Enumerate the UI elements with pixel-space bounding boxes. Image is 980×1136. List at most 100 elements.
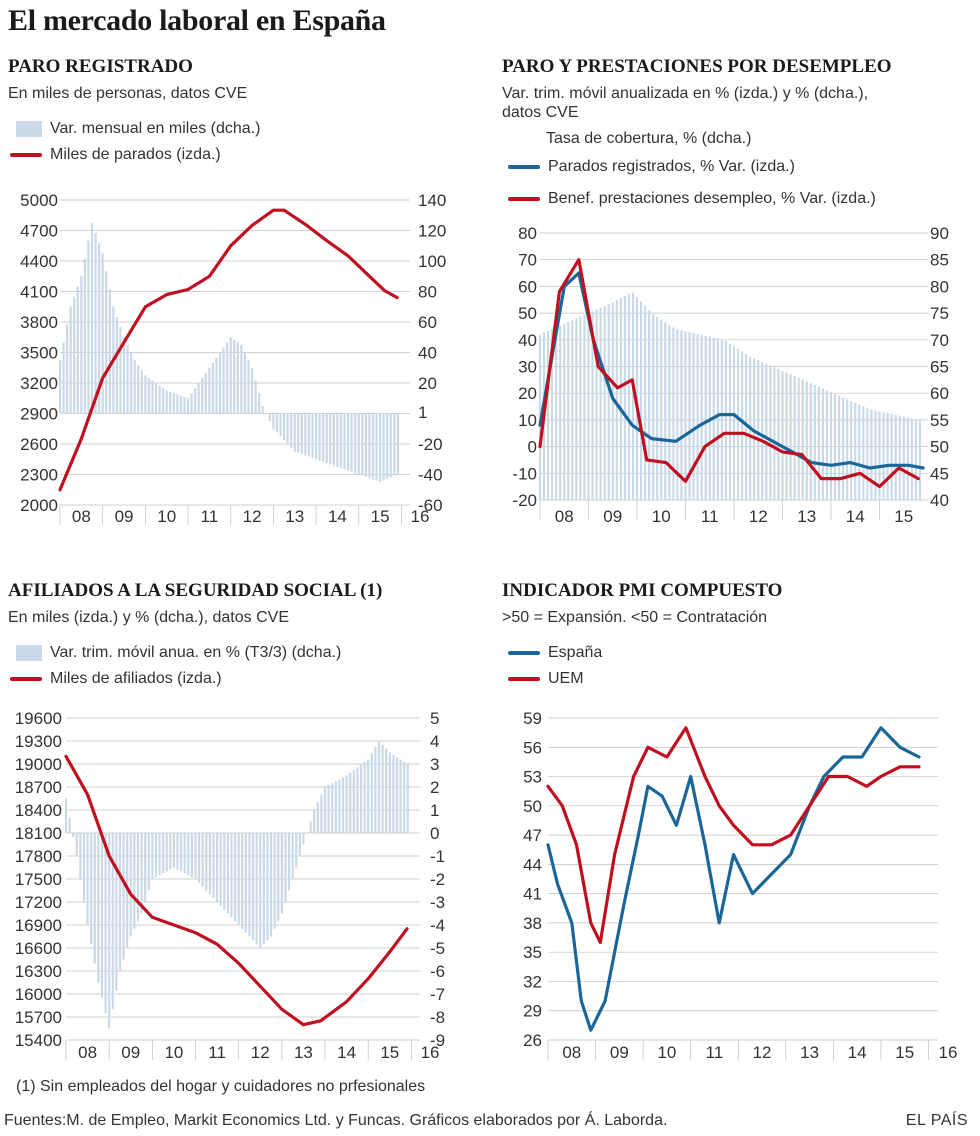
x-tick-label: 14 [846,507,865,526]
legend-label: Miles de afiliados (izda.) [50,670,222,687]
x-tick-label: 16 [421,1043,440,1062]
bar-mark [197,383,200,414]
legend-label: Var. mensual en miles (dcha.) [50,120,261,137]
bar-mark [104,833,107,1014]
y-tick-label-right: 65 [930,358,949,377]
legend-line-swatch [10,677,42,681]
legend-bar-swatch [16,645,42,661]
panel-pmi: INDICADOR PMI COMPUESTO >50 = Expansión.… [502,580,972,627]
bar-mark [222,347,225,414]
bar-mark [918,419,922,500]
bar-mark [757,360,760,500]
bar-mark [349,772,352,833]
x-tick-label: 16 [939,1043,958,1062]
y-tick-label-left: 20 [518,384,537,403]
bar-mark [833,393,837,500]
x-tick-label: 11 [201,507,219,526]
bar-mark [165,390,168,414]
y-tick-label-left: 29 [523,1002,542,1021]
bar-mark [898,415,901,500]
x-tick-label: 15 [895,1043,914,1062]
bar-mark [546,330,550,500]
panel-title: AFILIADOS A LA SEGURIDAD SOCIAL (1) [8,580,383,601]
bar-mark [793,376,796,500]
series-line [64,754,409,1027]
bar-mark [100,833,104,998]
bar-mark [801,379,804,500]
legend-line-swatch [508,651,540,655]
bar-mark [275,413,279,433]
legend-label: Miles de parados (izda.) [50,146,221,163]
footnote: (1) Sin empleados del hogar y cuidadores… [16,1078,426,1095]
bar-mark [147,377,151,414]
bar-mark [688,332,691,500]
y-tick-label-right: -40 [418,466,443,485]
bar-mark [179,395,183,414]
x-tick-label: 14 [328,507,347,526]
bar-mark [736,348,740,500]
x-tick-label: 09 [115,507,134,526]
bar-mark [352,770,355,833]
bar-mark [914,419,917,500]
y-tick-label-right: -7 [430,985,445,1004]
panel-title: PARO Y PRESTACIONES POR DESEMPLEO [502,56,892,77]
x-tick-label: 08 [555,507,574,526]
bar-mark [720,339,723,500]
bar-mark [122,833,125,960]
bar-mark [789,374,792,500]
bar-mark [374,747,377,833]
brand-logo: EL PAÍS [905,1112,968,1129]
y-tick-label-right: 4 [430,732,439,751]
bar-mark [656,316,659,500]
y-tick-label-left: 16000 [15,985,62,1004]
legend-bars: Var. trim. móvil anua. en % (T3/3) (dcha… [16,644,341,662]
legend-red: UEM [508,670,584,688]
bar-mark [254,380,257,414]
bar-mark [684,331,687,500]
y-tick-label-right: 140 [418,191,446,210]
bar-mark [313,810,316,833]
bar-mark [309,821,312,833]
bar-mark [259,833,262,948]
legend-label: Parados registrados, % Var. (izda.) [548,158,795,175]
bar-mark [80,276,83,414]
x-tick-label: 13 [800,1043,819,1062]
bar-mark [158,385,161,414]
y-tick-label-right: -3 [430,893,445,912]
bar-mark [290,413,293,448]
bar-mark [874,410,877,500]
bar-mark [75,833,78,856]
bar-mark [813,385,816,500]
bar-mark [379,413,382,483]
panel-prestaciones: PARO Y PRESTACIONES POR DESEMPLEO Var. t… [502,56,972,122]
panel-subtitle: >50 = Expansión. <50 = Contratación [502,609,768,626]
bar-mark [86,833,89,925]
bar-mark [62,342,65,414]
bar-mark [176,833,179,870]
bar-mark [229,337,232,414]
bar-mark [388,752,391,833]
x-tick-label: 16 [411,507,430,526]
y-tick-label-right: 90 [930,224,949,243]
bar-mark [277,833,280,922]
bar-mark [325,413,328,464]
y-tick-label-left: 44 [523,855,542,874]
bar-mark [676,329,679,500]
y-tick-label-right: 80 [418,283,437,302]
y-tick-label-left: -10 [512,464,537,483]
x-tick-label: 11 [701,507,719,526]
y-tick-label-left: 2300 [20,466,58,485]
bar-mark [137,365,140,414]
bar-mark [262,833,265,945]
bar-mark [364,413,367,478]
y-tick-label-left: 2000 [20,496,58,515]
x-tick-label: 12 [243,507,262,526]
y-tick-label-left: 15700 [15,1008,62,1027]
y-tick-label-right: 75 [930,304,949,323]
legend-bar-swatch [16,121,42,137]
panel-subtitle: En miles de personas, datos CVE [8,85,248,102]
bar-mark [341,777,345,833]
x-tick-label: 15 [371,507,390,526]
bar-mark [403,762,406,833]
y-tick-label-left: 15400 [15,1031,62,1050]
